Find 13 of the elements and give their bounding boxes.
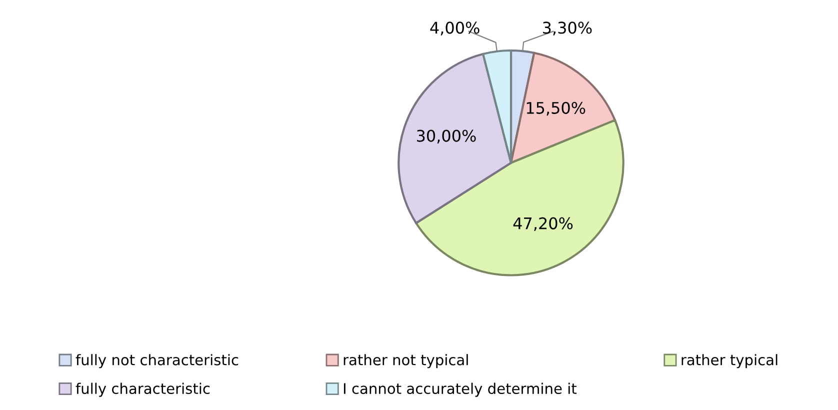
pie-slice — [510, 52, 616, 164]
data-label: 15,50% — [526, 102, 586, 116]
data-label: 4,00% — [430, 22, 480, 36]
legend-label: rather not typical — [344, 354, 468, 368]
legend-label: I cannot accurately determine it — [344, 382, 577, 397]
data-label: 3,30% — [543, 22, 592, 36]
data-label: 30,00% — [417, 130, 476, 144]
legend-label: fully characteristic — [76, 382, 210, 397]
legend-label: rather typical — [682, 354, 778, 368]
data-label: 47,20% — [513, 217, 573, 231]
legend-label: fully not characteristic — [76, 354, 238, 368]
pie-slice — [398, 52, 512, 224]
pie-slice — [415, 119, 624, 276]
